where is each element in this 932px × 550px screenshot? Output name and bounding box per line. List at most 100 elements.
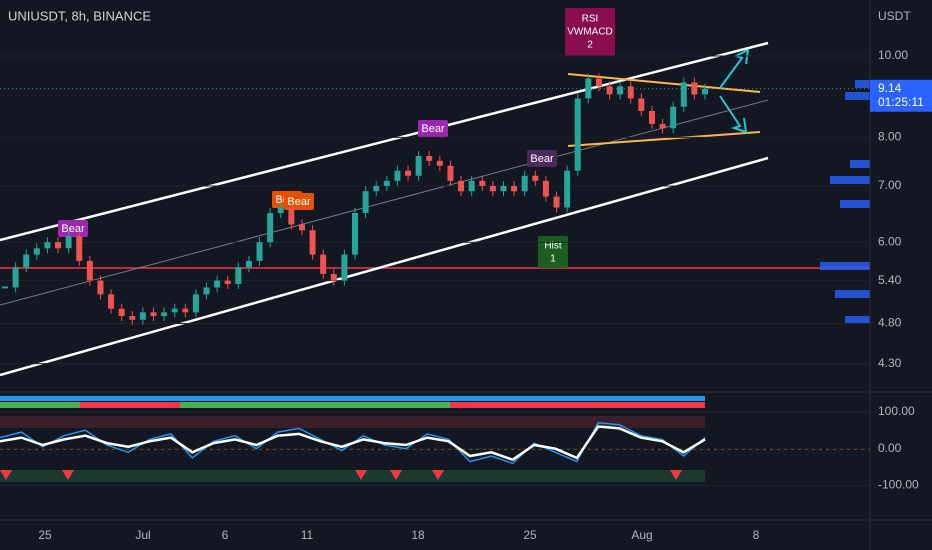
candle-body xyxy=(288,207,295,225)
x-tick-label: 11 xyxy=(301,528,314,542)
trend-strip xyxy=(0,396,705,401)
candle-body xyxy=(12,267,19,288)
x-tick-label: 8 xyxy=(753,528,760,542)
x-tick-label: Aug xyxy=(631,528,652,542)
candle-body xyxy=(309,230,316,255)
candle-body xyxy=(341,254,348,281)
candle-body xyxy=(659,123,666,129)
candle-body xyxy=(150,312,157,317)
x-tick-label: 25 xyxy=(523,528,537,542)
candle-body xyxy=(702,88,708,95)
candle-body xyxy=(489,186,496,192)
candle-body xyxy=(479,180,486,187)
candle-body xyxy=(55,242,62,249)
candle-body xyxy=(362,191,369,214)
candle-body xyxy=(542,180,549,197)
candle-body xyxy=(277,207,284,214)
candle-body xyxy=(638,98,645,111)
candle-body xyxy=(606,86,613,95)
signal-text: RSI xyxy=(582,14,599,25)
x-tick-label: 25 xyxy=(38,528,52,542)
candle-body xyxy=(320,254,327,274)
y-tick-label: 4.30 xyxy=(878,356,902,370)
y-tick-label: -100.00 xyxy=(878,478,919,492)
triangle-lower xyxy=(567,131,761,147)
candle-body xyxy=(171,308,178,313)
y-tick-label: 4.80 xyxy=(878,316,902,330)
x-tick-label: 6 xyxy=(222,528,229,542)
volume-profile xyxy=(820,80,870,324)
candle-body xyxy=(574,98,581,171)
candle-body xyxy=(458,180,465,192)
candle-body xyxy=(108,294,115,309)
candle-body xyxy=(203,287,210,295)
candle-body xyxy=(415,156,422,176)
trend-strip xyxy=(0,402,705,408)
y-tick-label: 10.00 xyxy=(878,48,908,62)
last-price-label: 9.14 xyxy=(878,81,902,95)
annotation-text: Bear xyxy=(61,223,85,235)
channel-lower xyxy=(0,156,769,377)
annotation: Bear xyxy=(58,220,88,237)
candle-body xyxy=(235,267,242,284)
candle-body xyxy=(553,196,560,208)
candle-body xyxy=(44,242,51,249)
candle-body xyxy=(436,160,443,166)
candle-body xyxy=(330,273,337,281)
candle-body xyxy=(23,254,30,268)
last-price-tag xyxy=(870,79,932,112)
trend-strip xyxy=(80,402,180,408)
candle-body xyxy=(192,294,199,313)
candle-body xyxy=(33,248,40,255)
candle-body xyxy=(86,260,93,281)
y-tick-label: 100.00 xyxy=(878,404,915,418)
candle-body xyxy=(648,110,655,124)
candle-body xyxy=(595,78,602,87)
candle-body xyxy=(76,236,83,261)
os-zone xyxy=(0,470,705,482)
candle-body xyxy=(680,82,687,107)
y-tick-label: 5.40 xyxy=(878,273,902,287)
candle-body xyxy=(691,82,698,95)
x-tick-label: 18 xyxy=(411,528,425,542)
candle-body xyxy=(468,180,475,192)
candle-body xyxy=(65,236,72,249)
candle-body xyxy=(214,280,221,288)
candle-body xyxy=(426,156,433,161)
candle-body xyxy=(617,86,624,95)
candle-body xyxy=(118,308,125,317)
ob-zone xyxy=(0,416,705,428)
candle-body xyxy=(511,186,518,192)
signal-text: 2 xyxy=(587,40,593,51)
annotation: Bear xyxy=(527,150,557,167)
signal-text: 1 xyxy=(550,254,556,265)
y-tick-label: 8.00 xyxy=(878,129,902,143)
symbol-title: UNIUSDT, 8h, BINANCE xyxy=(8,8,151,23)
candle-body xyxy=(373,186,380,192)
candle-body xyxy=(267,213,274,243)
candle-body xyxy=(405,170,412,176)
candle-body xyxy=(383,180,390,187)
signal-text: VWMACD xyxy=(567,27,613,38)
x-tick-label: Jul xyxy=(135,528,150,542)
candle-body xyxy=(256,242,263,261)
signal-label: RSI VWMACD 2 xyxy=(565,8,615,56)
annotation-text: Bear xyxy=(287,196,311,208)
oscillator-line xyxy=(0,425,706,462)
y-tick-label: 6.00 xyxy=(878,234,902,248)
candle-body xyxy=(182,308,189,313)
y-tick-label: 0.00 xyxy=(878,441,902,455)
candle-body xyxy=(352,213,358,255)
candle-body xyxy=(521,175,528,192)
candle-body xyxy=(129,316,136,320)
signal-label: Hist 1 xyxy=(538,236,568,268)
candle-body xyxy=(532,175,539,181)
candle-body xyxy=(394,170,401,181)
y-tick-label: 7.00 xyxy=(878,178,902,192)
candle-body xyxy=(139,312,146,320)
channel-upper xyxy=(0,41,769,242)
candle-body xyxy=(161,312,168,317)
signal-markers xyxy=(0,470,682,480)
